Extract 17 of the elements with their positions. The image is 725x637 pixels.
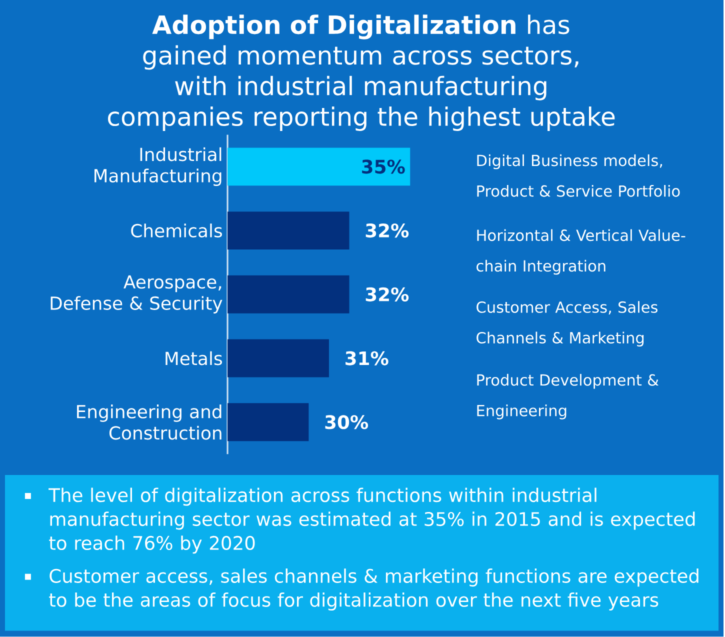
chart-title: Adoption of Digitalization has gained momentum across sectors, with industrial manufacturing companies reporting the highest uptake [108,14,615,132]
y-tick-label: Industrial Manufacturing [94,147,222,186]
data-label: 32% [366,287,409,302]
text: Customer access, sales channels & marketing functions are expected to be the areas of focus for digitalization over the next five years [49,568,698,611]
y-tick-label: Chemicals [131,224,222,238]
text: Customer Access, Sales Channels & Marketing [476,301,658,347]
data-label: 32% [366,224,409,238]
data-label: 30% [325,415,368,430]
text: Product Development & Engineering [477,374,659,420]
y-tick-label: Metals [166,351,222,366]
text: The level of digitalization across functions within industrial manufacturing sector was estimated at 35% in 2015 and is expected to reach 76% by 2020 [48,488,695,554]
y-tick-label: Engineering and Construction [77,404,222,440]
data-label: 31% [346,351,388,366]
text: Horizontal & Vertical Value-chain Integration [476,229,686,275]
data-label: 35% [362,160,405,174]
text: Digital Business models, Product & Service Portfolio [477,154,680,197]
y-tick-label: Aerospace, Defense & Security [50,275,222,314]
